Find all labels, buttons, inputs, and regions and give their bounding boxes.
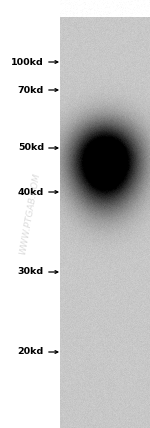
Text: 100kd: 100kd	[11, 57, 44, 66]
Text: WWW.PTGAB.COM: WWW.PTGAB.COM	[18, 172, 42, 256]
Text: 40kd: 40kd	[18, 187, 44, 196]
Text: 20kd: 20kd	[18, 348, 44, 357]
Text: 30kd: 30kd	[18, 268, 44, 276]
Text: 50kd: 50kd	[18, 143, 44, 152]
Text: 70kd: 70kd	[18, 86, 44, 95]
